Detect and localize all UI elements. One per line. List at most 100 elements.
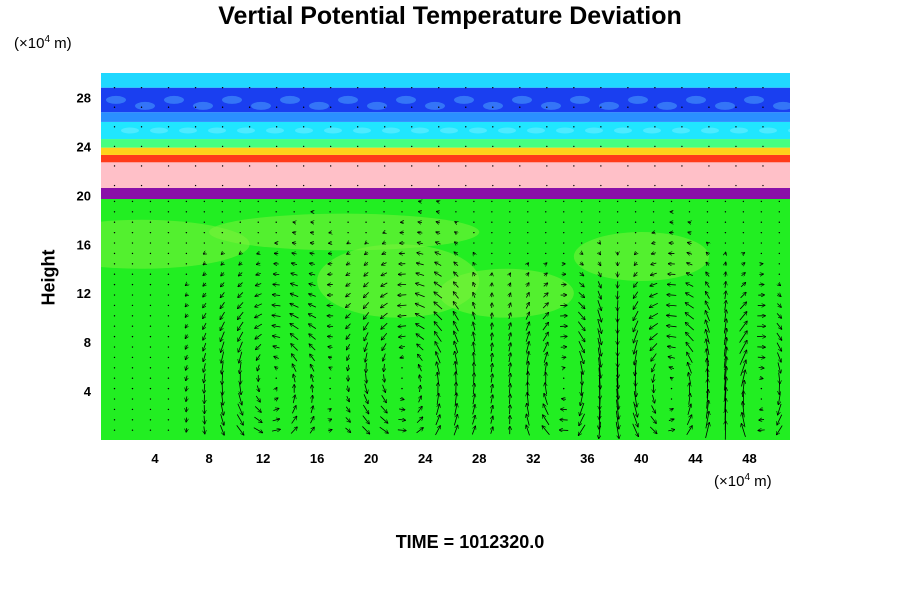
wind-vector [778,294,781,297]
wind-vector [578,292,585,297]
wave-blob [527,127,545,134]
wind-vector [221,231,224,234]
wind-vector [149,367,152,369]
wind-vector [149,325,152,327]
wind-vector [598,200,601,203]
wind-vector [167,398,170,400]
wind-vector [219,424,224,435]
wind-vector [491,374,492,383]
wind-vector [509,263,511,265]
wind-vector [167,294,170,296]
wind-vector [509,221,511,223]
wind-vector [685,313,695,320]
wind-vector [186,375,187,381]
wind-vector [293,200,295,203]
wind-vector [708,126,710,128]
wind-vector [149,377,152,379]
wind-vector [741,273,745,276]
wind-vector [113,126,116,128]
wind-vector [723,338,726,357]
layer-band [101,73,790,88]
wind-vector [248,126,251,128]
wind-vector [346,273,351,276]
wind-vector [708,145,710,148]
wind-vector [113,273,116,275]
wind-vector [651,405,656,413]
wind-vector [454,341,459,354]
wind-vector [203,283,206,286]
wind-vector [149,252,152,255]
wind-vector [113,315,116,317]
wind-vector [542,303,548,309]
wind-vector [705,291,710,299]
wind-vector [578,331,584,341]
wind-vector [687,404,691,415]
wind-vector [328,357,332,358]
wind-vector [525,332,529,342]
wind-vector [436,211,439,212]
layer-band [101,139,790,148]
wind-vector [346,313,351,319]
wind-vector [735,86,737,89]
wind-vector [543,342,548,353]
wind-vector [434,292,443,299]
wind-vector [329,367,332,368]
wind-vector [236,414,243,425]
wind-vector [473,272,475,276]
wind-vector [140,86,143,89]
wind-vector [741,424,746,438]
wind-vector [760,398,763,400]
wind-vector [364,262,368,265]
wind-vector [491,242,493,244]
wind-vector [473,404,475,415]
wind-vector [272,325,281,326]
wind-vector [681,86,683,89]
wind-vector [724,319,726,334]
wind-vector [776,425,783,435]
wind-vector [186,385,187,391]
wind-vector [309,284,316,286]
wind-vector [363,292,369,297]
wind-vector [290,303,299,308]
wind-vector [723,347,726,368]
wind-vector [473,383,474,395]
wind-vector [329,106,332,108]
wind-vector [238,292,244,297]
wind-vector [381,282,388,286]
wind-vector [739,312,747,321]
wind-vector [347,396,350,402]
wind-vector [580,231,583,234]
wind-vector [686,342,694,353]
wind-vector [204,426,205,433]
wind-vector [706,211,709,213]
wind-vector [329,409,331,411]
wind-vector [418,354,423,361]
wind-vector [453,282,459,288]
wave-blob [324,127,342,134]
wind-vector [149,304,152,307]
wind-vector [113,408,116,411]
wind-vector [681,165,683,167]
wind-vector [705,301,710,311]
wind-vector [777,352,781,363]
green-patch [438,268,574,318]
wind-vector [329,419,332,420]
wind-vector [473,332,475,342]
wind-vector [167,315,170,317]
wind-vector [579,273,584,276]
wind-vector [632,412,638,427]
wind-vector [356,126,359,128]
wind-vector [239,263,242,266]
wind-vector [257,253,260,254]
wind-vector [131,211,134,213]
wind-vector [519,126,521,128]
wind-vector [509,343,511,352]
wind-vector [597,309,602,322]
wind-vector [525,312,529,320]
wind-vector [491,395,493,404]
wind-vector [725,262,726,266]
wind-vector [255,323,263,328]
x-tick-label: 48 [742,451,756,466]
wind-vector [203,322,207,329]
wind-vector [600,165,602,167]
